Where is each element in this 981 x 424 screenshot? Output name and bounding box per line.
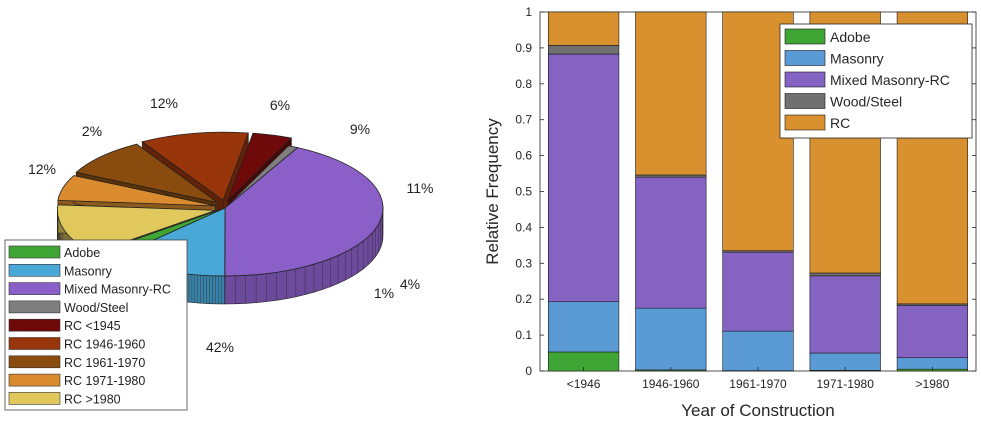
pie-legend-label: RC 1961-1970 [64,356,145,370]
pie-value-label-rc-1961-1970: 9% [350,121,370,137]
y-tick-label: 1 [525,5,532,19]
bar-mixed-masonry-rc-1980 [896,305,969,359]
x-tick-label: <1946 [567,377,601,391]
pie-legend-entry-rc-1945: RC <1945 [8,318,121,333]
bar-legend-swatch [784,93,826,109]
y-tick-label: 0.2 [515,292,532,306]
pie-legend-swatch [8,300,61,314]
pie-legend-label: Mixed Masonry-RC [64,283,171,297]
bar-legend-entry-rc: RC [784,114,850,131]
pie-value-label-rc-1980: 12% [150,95,178,111]
pie-legend-swatch [8,263,61,277]
pie-value-label-adobe: 2% [82,123,102,139]
bar-legend-swatch [784,50,826,66]
pie-legend-swatch [8,337,61,350]
pie-legend-entry-masonry: Masonry [8,263,113,278]
pie-legend-label: Wood/Steel [64,301,128,315]
bar-mixed-masonry-rc-1961-1970 [722,251,794,332]
bar-mixed-masonry-rc-1946-1960 [635,176,707,309]
bar-mixed-masonry-rc-1971-1980 [809,275,881,354]
bar-legend-label: Masonry [830,51,884,67]
y-tick-label: 0.8 [515,77,532,91]
pie-legend-entry-rc-1971-1980: RC 1971-1980 [8,373,145,388]
bar-wood-steel-1971-1980 [809,272,881,277]
pie-legend-entry-adobe: Adobe [8,245,100,260]
pie-value-label-rc-1946-1960: 11% [407,180,434,196]
y-tick-label: 0.4 [515,220,532,234]
bar-legend-entry-masonry: Masonry [784,50,884,67]
pie-value-label-wood-steel: 1% [374,285,394,301]
bar-rc-1946 [547,11,620,46]
pie-value-label-rc-1945: 4% [400,276,420,292]
pie-legend-label: RC 1946-1960 [64,338,145,352]
bar-masonry-1961-1970 [722,330,794,371]
bar-legend-swatch [784,114,826,131]
bar-masonry-1946-1960 [635,307,707,371]
bar-legend-label: Mixed Masonry-RC [830,72,950,88]
y-axis-label: Relative Frequency [483,118,502,265]
bar-legend-swatch [784,28,826,45]
pie-chart: 2% 12% 42% 1% 4% 11% 9% 6% 12% Adobe Masonry Mixed … [4,95,434,411]
bar-legend-entry-adobe: Adobe [784,28,871,45]
pie-value-label-rc-1971-1980: 6% [270,97,290,113]
y-tick-label: 0 [525,364,532,378]
bar-masonry-1946 [547,301,620,353]
x-tick-label: 1971-1980 [817,377,875,391]
bar-legend-entry-wood-steel: Wood/Steel [784,93,902,110]
pie-legend-entry-wood-steel: Wood/Steel [8,300,128,315]
pie-legend-entry-rc-1961-1970: RC 1961-1970 [8,355,145,370]
pie-legend-entry-rc-1980: RC >1980 [8,392,121,406]
bar-legend-entry-mixed-masonry-rc: Mixed Masonry-RC [784,71,950,88]
pie-legend-swatch [8,245,61,259]
bar-legend-label: RC [830,115,850,131]
bar-legend-swatch [784,71,826,88]
bar-wood-steel-1946-1960 [635,174,707,178]
pie-legend: Adobe Masonry Mixed Masonry-RC Wood/Steel RC… [4,239,188,411]
y-tick-label: 0.1 [515,328,532,342]
x-axis-label: Year of Construction [681,401,834,420]
x-tick-label: 1961-1970 [729,377,787,391]
pie-legend-entry-mixed-masonry-rc: Mixed Masonry-RC [8,282,171,297]
pie-value-label-mixed-masonry-rc: 42% [206,339,234,355]
pie-legend-swatch [8,392,61,405]
pie-legend-label: RC 1971-1980 [64,374,145,388]
pie-legend-swatch [8,373,61,387]
pie-legend-swatch [8,282,61,295]
y-tick-label: 0.9 [515,41,532,55]
pie-legend-label: RC >1980 [64,392,121,406]
pie-legend-label: RC <1945 [64,319,121,333]
pie-legend-swatch [8,318,61,332]
y-tick-label: 0.6 [515,149,532,163]
bar-mixed-masonry-rc-1946 [547,53,620,303]
bar-wood-steel-1946 [547,45,620,55]
pie-legend-swatch [8,355,61,369]
bar-legend-label: Wood/Steel [830,94,902,110]
x-tick-label: 1946-1960 [642,377,700,391]
pie-legend-label: Masonry [64,264,113,278]
y-tick-label: 0.3 [515,256,532,270]
pie-slice-mixed-masonry-rc [224,146,384,305]
pie-legend-label: Adobe [64,246,100,260]
y-tick-label: 0.7 [515,113,532,127]
pie-legend-entry-rc-1946-1960: RC 1946-1960 [8,337,145,352]
y-tick-label: 0.5 [515,185,532,199]
bar-legend-label: Adobe [830,29,871,45]
pie-value-label-masonry: 12% [28,161,56,177]
x-tick-label: >1980 [916,377,950,391]
bar-rc-1946-1960 [635,11,707,176]
stacked-bar-chart: 0 0.1 0.2 0.3 0.4 0.5 0.6 0.7 0.8 0.9 1 <1946 1946-1… [483,5,977,420]
bar-legend: Adobe Masonry Mixed Masonry-RC Wood/Steel RC [779,23,973,139]
